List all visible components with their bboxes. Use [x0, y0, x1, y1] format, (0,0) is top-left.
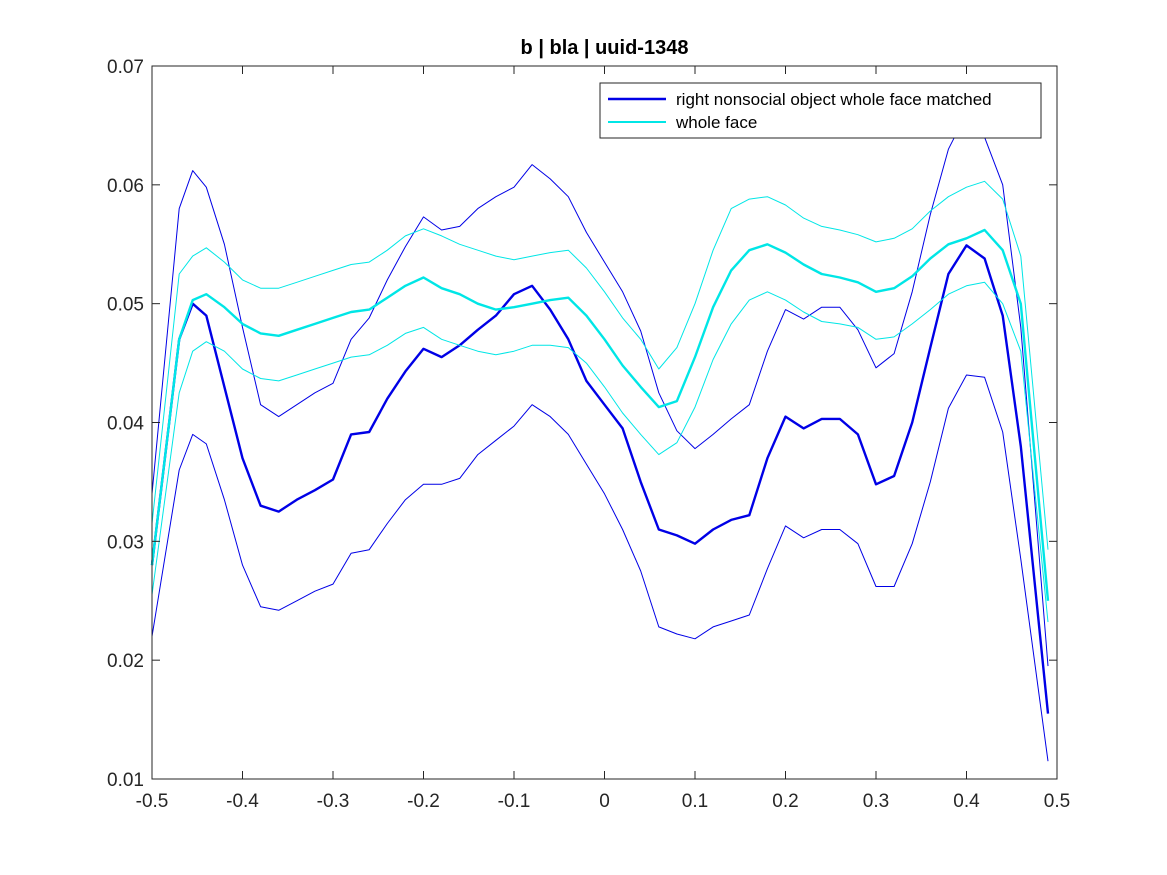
series-layer	[150, 113, 1050, 762]
y-tick-label: 0.07	[107, 57, 144, 78]
axes-background	[152, 66, 1057, 779]
legend-box	[599, 82, 1042, 139]
x-tick-label: -0.3	[317, 791, 350, 812]
series-whole-face-mean-line	[150, 228, 1050, 601]
series-whole-face-upper-line	[151, 180, 1049, 550]
x-tick-label: 0.3	[863, 791, 889, 812]
series-matched-mean-line	[150, 244, 1050, 714]
y-axis: 0.01 0.02 0.03 0.04 0.05 0.06 0.07	[107, 57, 1057, 791]
x-tick-label: -0.4	[226, 791, 259, 812]
y-tick-label: 0.04	[107, 414, 144, 435]
y-tick-label: 0.05	[107, 295, 144, 316]
x-tick-label: -0.2	[407, 791, 440, 812]
y-tick-label: 0.01	[107, 770, 144, 791]
legend: right nonsocial object whole face matche…	[599, 82, 1042, 139]
x-tick-label: -0.5	[136, 791, 169, 812]
x-tick-label: 0.4	[953, 791, 980, 812]
x-tick-label: 0	[599, 791, 610, 812]
x-tick-label: 0.1	[682, 791, 708, 812]
series-whole-face-lower-line	[151, 281, 1049, 623]
series-matched-lower-line	[151, 374, 1049, 762]
series-matched-upper-line	[151, 113, 1049, 667]
x-axis: -0.5 -0.4 -0.3 -0.2 -0.1 0 0.1 0.2 0.3 0.4 0.5	[136, 66, 1070, 812]
legend-label-whole-face: whole face	[675, 113, 757, 132]
x-tick-label: 0.2	[772, 791, 798, 812]
x-tick-label: 0.5	[1044, 791, 1070, 812]
y-tick-label: 0.03	[107, 532, 144, 553]
y-tick-label: 0.02	[107, 651, 144, 672]
y-tick-label: 0.06	[107, 176, 144, 197]
legend-label-matched: right nonsocial object whole face matche…	[676, 90, 992, 109]
chart-title: b | bla | uuid-1348	[521, 37, 689, 59]
x-tick-label: -0.1	[498, 791, 531, 812]
